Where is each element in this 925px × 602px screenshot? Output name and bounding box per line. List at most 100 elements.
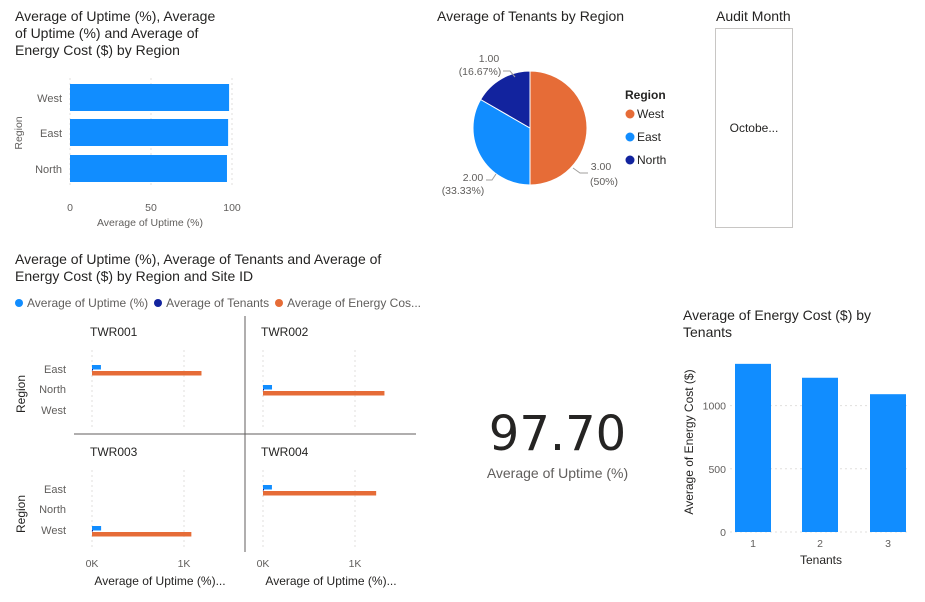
panel-title-twr001: TWR001 [90,325,138,339]
pie-leader-north [503,70,516,78]
legend-label-uptime: Average of Uptime (%) [27,296,149,310]
y-tick-label: North [39,504,66,516]
bar-twr003-average-of-tenants [92,530,93,532]
y-tick-label: 1000 [703,401,727,413]
y-axis-title: Region [14,375,28,413]
x-tick-label: 100 [223,202,241,214]
y-tick-label: West [41,405,66,417]
pie-legend-label-east: East [637,130,662,144]
pie-legend-dot-east [625,132,635,142]
x-axis-title: Average of Uptime (%)... [265,574,396,588]
pie-legend-title: Region [625,88,666,102]
x-tick-label: 2 [817,538,823,550]
bar-twr004-average-of-uptime- [263,485,272,490]
bar-twr002-average-of-uptime- [263,385,273,390]
pie-chart[interactable]: 1.00(16.67%) 2.00(33.33%) 3.00 (50%) Region W… [430,30,690,210]
y-tick-label: East [40,128,62,140]
y-axis-title: Region [13,116,25,149]
bar-twr002-average-of-energy-cost- [263,391,385,396]
pie-legend-label-north: North [637,153,666,167]
legend-item-uptime[interactable]: Average of Uptime (%) [15,296,148,310]
bar-twr003-average-of-energy-cost- [92,532,192,537]
column-bar-2 [802,377,838,532]
x-tick-label: 1 [750,538,756,550]
bar-region-chart[interactable]: 0 50 100 West East North Average of Uptime (%)… [0,70,260,235]
pie-label-east-pct: (33.33%) [442,185,485,197]
pie-slice-east [472,98,531,186]
y-tick-label: East [44,364,66,376]
legend-dot-energy [275,299,284,307]
pie-label-north-value: 1.00 [479,53,500,65]
legend-label-tenants: Average of Tenants [166,296,270,310]
y-tick-label: West [41,525,66,537]
uptime-card: 97.70 Average of Uptime (%) [470,405,645,481]
legend-item-energy[interactable]: Average of Energy Cos... [275,296,421,310]
legend-dot-uptime [15,299,23,307]
bar-twr001-average-of-uptime- [92,365,101,370]
small-multiples-title: Average of Uptime (%), Average of Tenant… [15,251,435,285]
bar-region-title-line1: Average of Uptime (%), Average [15,8,216,24]
small-multiples-legend: Average of Uptime (%) Average of Tenants… [15,296,421,310]
pie-title: Average of Tenants by Region [437,8,625,24]
pie-legend-label-west: West [637,107,665,121]
x-axis-title: Average of Uptime (%) [97,217,203,229]
column-bar-3 [870,394,906,532]
bar-twr004-average-of-tenants [263,489,264,491]
column-title: Average of Energy Cost ($) by Tenants [683,307,913,341]
x-tick-label: 0K [257,558,270,570]
x-tick-label: 3 [885,538,891,550]
bar-twr001-average-of-energy-cost- [92,371,202,376]
bar-twr003-average-of-uptime- [92,526,102,531]
bar-twr004-average-of-energy-cost- [263,491,377,496]
bar-region-title-line2: of Uptime (%) and Average of [15,25,199,41]
audit-month-slicer[interactable]: Octobe... [715,28,793,228]
card-value: 97.70 [488,406,627,462]
x-axis-title: Average of Uptime (%)... [94,574,225,588]
panel-title-twr003: TWR003 [90,445,138,459]
column-title-line2: Tenants [683,324,733,340]
sm-title-line1: Average of Uptime (%), Average of Tenant… [15,251,382,267]
x-tick-label: 1K [349,558,362,570]
pie-legend-dot-west [625,109,635,119]
column-chart[interactable]: 0 500 1000 1 2 3 Tenants Average of Energy Cost… [680,350,920,575]
panel-title-twr004: TWR004 [261,445,309,459]
slicer-title: Audit Month [716,8,791,24]
y-axis-title: Average of Energy Cost ($) [682,369,696,514]
pie-label-east-value: 2.00 [463,172,484,184]
pie-legend-dot-north [625,155,635,165]
y-axis-title: Region [14,495,28,533]
x-tick-label: 0 [67,202,73,214]
y-tick-label: 0 [720,527,726,539]
y-tick-label: North [39,384,66,396]
pie-slice-north [479,70,531,129]
bar-west [70,84,230,111]
pie-slice-west [529,70,588,186]
panel-title-twr002: TWR002 [261,325,309,339]
y-tick-label: West [37,93,62,105]
pie-label-north-pct: (16.67%) [459,66,502,78]
bar-region-title-line3: Energy Cost ($) by Region [15,42,180,58]
pie-label-west-pct: (50%) [590,176,618,188]
legend-item-tenants[interactable]: Average of Tenants [154,296,269,310]
small-multiples-chart[interactable]: TWR001 East North West Region TWR002 TWR003 Eas… [0,312,425,597]
bar-twr001-average-of-tenants [92,369,93,371]
bar-twr002-average-of-tenants [263,389,264,391]
legend-label-energy: Average of Energy Cos... [287,296,421,310]
pie-label-west-value: 3.00 [591,161,612,173]
pie-leader-west [572,167,588,174]
column-title-line1: Average of Energy Cost ($) by [683,307,872,323]
bar-region-title: Average of Uptime (%), Average of Uptime… [15,8,245,59]
slicer-value[interactable]: Octobe... [729,121,779,135]
pie-leader-east [486,173,497,181]
card-label: Average of Uptime (%) [486,465,629,481]
y-tick-label: East [44,484,66,496]
bar-east [70,119,229,146]
x-tick-label: 1K [178,558,191,570]
x-tick-label: 0K [86,558,99,570]
x-tick-label: 50 [145,202,157,214]
y-tick-label: 500 [708,464,726,476]
legend-dot-tenants [154,299,163,307]
sm-title-line2: Energy Cost ($) by Region and Site ID [15,268,254,284]
column-bar-1 [735,363,771,532]
x-axis-title: Tenants [800,553,842,567]
